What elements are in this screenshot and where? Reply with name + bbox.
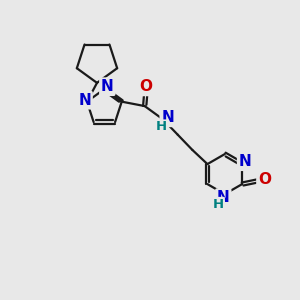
Text: O: O	[140, 80, 153, 94]
Text: N: N	[161, 110, 174, 125]
Text: N: N	[101, 79, 114, 94]
Text: N: N	[78, 93, 91, 108]
Text: H: H	[156, 121, 167, 134]
Text: O: O	[258, 172, 271, 187]
Text: N: N	[239, 154, 251, 169]
Text: H: H	[213, 198, 224, 211]
Text: N: N	[217, 190, 230, 205]
